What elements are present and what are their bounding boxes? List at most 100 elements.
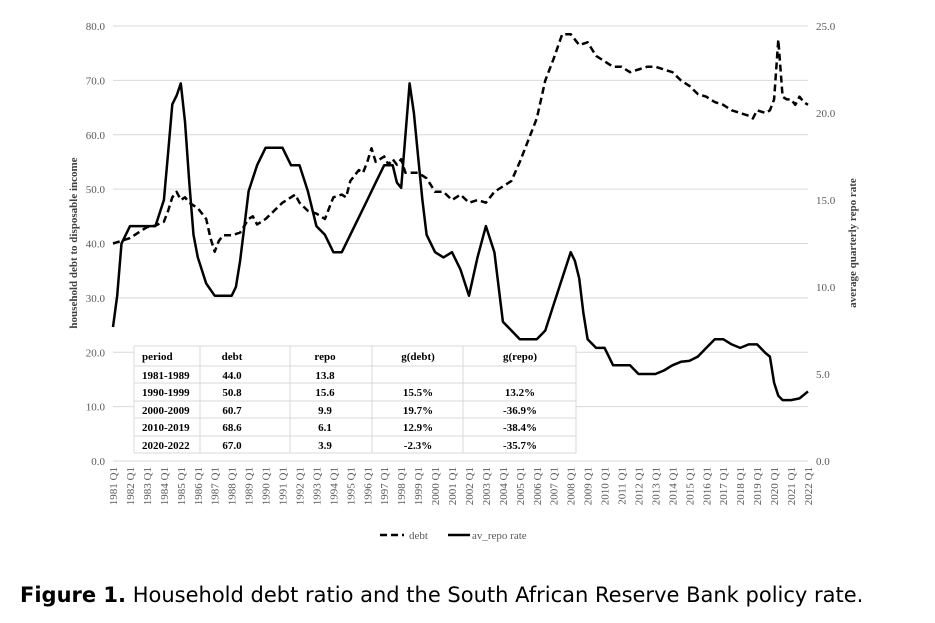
x-tick-label: 1996 Q1 <box>362 467 374 505</box>
x-tick-label: 1984 Q1 <box>159 467 171 505</box>
x-tick-label: 2001 Q1 <box>447 467 459 505</box>
x-tick-label: 1991 Q1 <box>278 467 290 505</box>
table-cell: 15.6 <box>315 387 335 399</box>
x-tick-label: 1992 Q1 <box>294 467 306 505</box>
x-tick-label: 2007 Q1 <box>549 467 561 505</box>
x-tick-label: 1990 Q1 <box>261 467 273 505</box>
x-tick-label: 1988 Q1 <box>227 467 239 505</box>
x-tick-label: 2005 Q1 <box>515 467 527 505</box>
left-tick-label: 50.0 <box>86 184 106 196</box>
right-axis-label: average quarterly repo rate <box>847 178 859 308</box>
table-cell: 44.0 <box>222 370 242 382</box>
x-tick-label: 2020 Q1 <box>769 467 781 505</box>
x-tick-label: 2016 Q1 <box>701 467 713 505</box>
table-header-cell: debt <box>222 351 243 363</box>
x-tick-label: 2003 Q1 <box>481 467 493 505</box>
table-cell: 12.9% <box>403 422 433 434</box>
series-line-repo <box>111 82 809 402</box>
left-tick-label: 70.0 <box>86 75 106 87</box>
x-tick-label: 1986 Q1 <box>193 467 205 505</box>
right-tick-label: 10.0 <box>816 282 836 294</box>
table-header-cell: period <box>142 351 173 363</box>
table-cell: 67.0 <box>222 440 242 452</box>
table-cell: 13.2% <box>505 387 535 399</box>
x-tick-label: 1985 Q1 <box>176 467 188 505</box>
figure-caption-label: Figure 1. <box>20 583 127 607</box>
table-header-cell: g(debt) <box>401 351 435 363</box>
x-tick-label: 2011 Q1 <box>617 467 629 505</box>
x-tick-label: 2014 Q1 <box>667 467 679 505</box>
left-tick-label: 80.0 <box>86 21 106 33</box>
table-cell: 13.8 <box>315 370 335 382</box>
x-tick-label: 1993 Q1 <box>311 467 323 505</box>
left-tick-label: 40.0 <box>86 239 106 251</box>
x-tick-label: 1998 Q1 <box>396 467 408 505</box>
table-cell: 19.7% <box>403 405 433 417</box>
x-tick-label: 1997 Q1 <box>379 467 391 505</box>
x-tick-label: 1999 Q1 <box>413 467 425 505</box>
x-tick-label: 2015 Q1 <box>684 467 696 505</box>
left-axis-label: household debt to disposable income <box>68 157 80 328</box>
table-cell: -36.9% <box>503 405 537 417</box>
x-tick-label: 2000 Q1 <box>430 467 442 505</box>
left-tick-label: 20.0 <box>86 347 106 359</box>
x-tick-label: 2018 Q1 <box>735 467 747 505</box>
table-cell: 68.6 <box>222 422 242 434</box>
table-cell: 6.1 <box>318 422 332 434</box>
x-tick-label: 2010 Q1 <box>600 467 612 505</box>
table-cell: 2020-2022 <box>142 440 190 452</box>
x-tick-label: 1989 Q1 <box>244 467 256 505</box>
left-tick-label: 60.0 <box>86 130 106 142</box>
x-tick-label: 1994 Q1 <box>328 467 340 505</box>
figure-caption: Figure 1. Household debt ratio and the S… <box>20 583 920 607</box>
table-cell: 2010-2019 <box>142 422 190 434</box>
right-tick-label: 20.0 <box>816 108 836 120</box>
table-cell: 60.7 <box>222 405 242 417</box>
table-header-cell: g(repo) <box>503 351 537 363</box>
table-header-cell: repo <box>314 351 336 363</box>
x-tick-label: 2008 Q1 <box>566 467 578 505</box>
x-axis-ticks: 1981 Q1 1982 Q1 1983 Q1 1984 Q1 1985 Q1 1986 … <box>108 467 815 505</box>
x-tick-label: 1982 Q1 <box>125 467 137 505</box>
x-tick-label: 2006 Q1 <box>532 467 544 505</box>
series-lines <box>111 32 809 402</box>
right-axis-ticks: 0.0 5.0 10.0 15.0 20.0 25.0 <box>816 21 836 468</box>
table-cell: 2000-2009 <box>142 405 190 417</box>
left-axis-ticks: 0.0 10.0 20.0 30.0 40.0 50.0 60.0 70.0 80.0 <box>86 21 106 468</box>
right-tick-label: 5.0 <box>816 369 830 381</box>
legend: debt av_repo rate <box>380 530 527 542</box>
left-tick-label: 30.0 <box>86 293 106 305</box>
figure-caption-text: Household debt ratio and the South Afric… <box>126 583 864 607</box>
summary-table: period debt repo g(debt) g(repo) 1981-1989 44.… <box>133 345 577 454</box>
left-tick-label: 10.0 <box>86 402 106 414</box>
x-tick-label: 1987 Q1 <box>210 467 222 505</box>
x-tick-label: 2019 Q1 <box>752 467 764 505</box>
x-tick-label: 2017 Q1 <box>718 467 730 505</box>
table-cell: 50.8 <box>222 387 242 399</box>
table-cell: 3.9 <box>318 440 332 452</box>
x-tick-label: 2013 Q1 <box>650 467 662 505</box>
x-tick-label: 1983 Q1 <box>142 467 154 505</box>
table-cell: 15.5% <box>403 387 433 399</box>
legend-label-repo: av_repo rate <box>472 530 527 542</box>
dual-axis-line-chart: 0.0 10.0 20.0 30.0 40.0 50.0 60.0 70.0 80.0 0.0 5… <box>68 21 859 542</box>
right-tick-label: 15.0 <box>816 195 836 207</box>
x-tick-label: 2002 Q1 <box>464 467 476 505</box>
table-cell: 1990-1999 <box>142 387 190 399</box>
table-cell: -35.7% <box>503 440 537 452</box>
x-tick-label: 1995 Q1 <box>345 467 357 505</box>
x-tick-label: 2004 Q1 <box>498 467 510 505</box>
series-line-debt <box>112 32 809 253</box>
right-tick-label: 25.0 <box>816 21 836 33</box>
x-tick-label: 2021 Q1 <box>786 467 798 505</box>
table-cell: -38.4% <box>503 422 537 434</box>
x-tick-label: 1981 Q1 <box>108 467 120 505</box>
x-tick-label: 2012 Q1 <box>633 467 645 505</box>
x-tick-label: 2022 Q1 <box>803 467 815 505</box>
legend-label-debt: debt <box>409 530 428 542</box>
table-cell: -2.3% <box>404 440 432 452</box>
table-cell: 1981-1989 <box>142 370 190 382</box>
x-tick-label: 2009 Q1 <box>583 467 595 505</box>
left-tick-label: 0.0 <box>91 456 105 468</box>
table-background <box>134 346 576 453</box>
